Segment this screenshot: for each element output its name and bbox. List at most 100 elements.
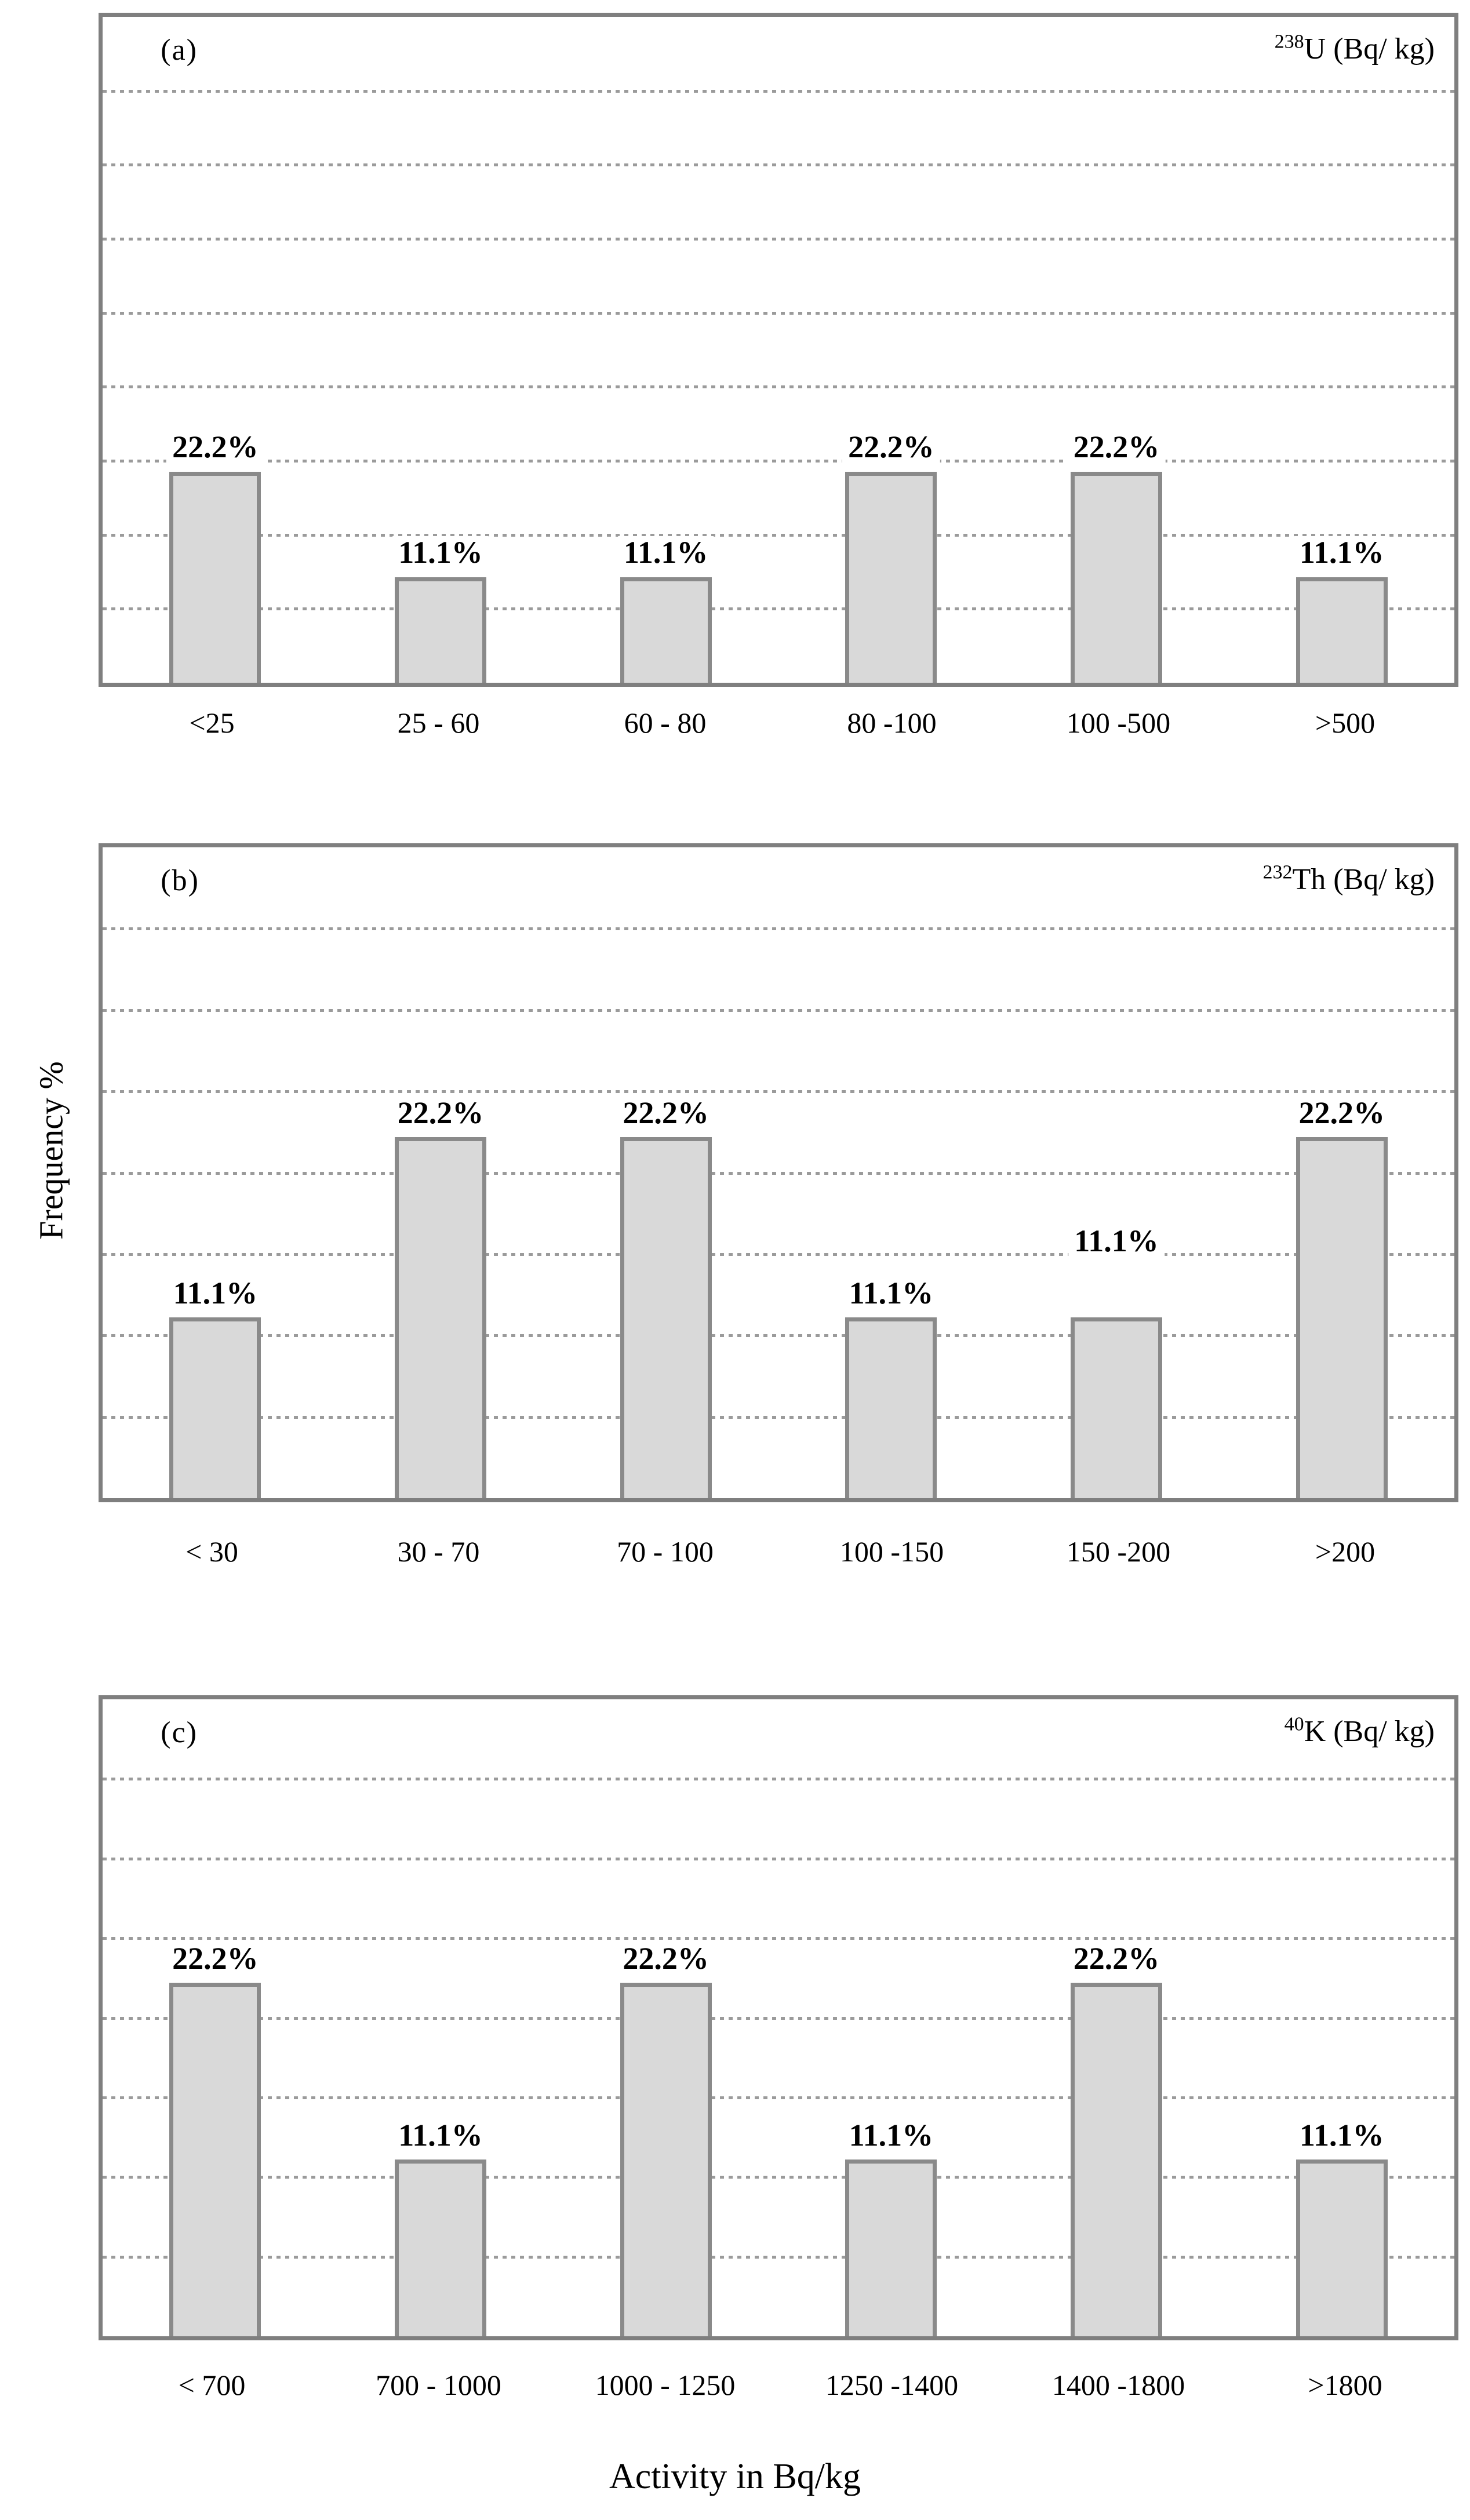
gridline (103, 2255, 1454, 2259)
gridline (103, 89, 1454, 93)
x-axis-labels-b: < 30 30 - 70 70 - 100 100 -150 150 -200 >200 (99, 1535, 1458, 1575)
bar-slot: 11.1% (328, 17, 554, 683)
gridline (103, 1778, 1454, 1781)
bar (395, 1137, 486, 1498)
bar-value-label: 11.1% (167, 1277, 264, 1310)
bar (845, 2160, 937, 2336)
gridline (103, 1171, 1454, 1175)
bar-value-label: 22.2% (1067, 431, 1166, 464)
bar (1071, 1983, 1163, 2336)
bar (169, 1317, 261, 1498)
gridline (103, 460, 1454, 463)
x-axis-tick-label: 60 - 80 (624, 707, 707, 739)
bar-value-label: 22.2% (617, 1942, 715, 1975)
isotope-mass-number: 40 (1284, 1713, 1304, 1735)
bar-slot: 11.1% (778, 1699, 1004, 2336)
x-axis-tick-label: 80 -100 (847, 707, 937, 739)
x-axis-tick-label: 100 -500 (1066, 707, 1171, 739)
gridline (103, 1857, 1454, 1860)
chart-title-text: Th (Bq/ kg) (1292, 863, 1435, 896)
bar-value-label: 11.1% (1293, 536, 1390, 570)
gridline (103, 533, 1454, 537)
gridline (103, 163, 1454, 167)
x-axis-tick-label: 1400 -1800 (1051, 2369, 1185, 2401)
bar-slot: 22.2% (553, 1699, 778, 2336)
bar-slot: 22.2% (553, 847, 778, 1498)
bar (1071, 1317, 1163, 1498)
gridline (103, 1090, 1454, 1094)
bar-value-label: 22.2% (166, 431, 264, 464)
bar-slot: 22.2% (103, 1699, 328, 2336)
bar-slot: 11.1% (1004, 847, 1229, 1498)
chart-title-text: K (Bq/ kg) (1304, 1715, 1435, 1748)
bar-slot: 22.2% (1229, 847, 1454, 1498)
bar-slot: 11.1% (1229, 1699, 1454, 2336)
y-axis-title: Frequency % (32, 1061, 70, 1240)
x-axis-tick-label: >500 (1315, 707, 1376, 739)
x-axis-tick-label: 100 -150 (839, 1535, 944, 1568)
bar (1071, 471, 1163, 683)
gridline (103, 238, 1454, 241)
gridlines (103, 17, 1454, 683)
bar-value-label: 11.1% (392, 536, 489, 570)
bar-value-label: 22.2% (617, 1096, 715, 1130)
bar-value-label: 22.2% (842, 431, 940, 464)
bar-value-label: 22.2% (1293, 1096, 1391, 1130)
bar (395, 2160, 486, 2336)
x-axis-tick-label: 70 - 100 (617, 1535, 714, 1568)
bars: 11.1% 22.2% 22.2% 11.1% 11.1% 22.2% (103, 847, 1454, 1498)
bars: 22.2% 11.1% 22.2% 11.1% 22.2% 11.1% (103, 1699, 1454, 2336)
chart-title-text: U (Bq/ kg) (1304, 32, 1435, 65)
x-axis-tick-label: <25 (189, 707, 235, 739)
bar-slot: 11.1% (778, 847, 1004, 1498)
bar (845, 471, 937, 683)
gridlines (103, 1699, 1454, 2336)
chart-panel-c: 22.2% 11.1% 22.2% 11.1% 22.2% 11.1% (c) 40K (… (99, 1695, 1458, 2340)
x-axis-tick-label: >1800 (1308, 2369, 1382, 2401)
x-axis-tick-label: < 700 (178, 2369, 246, 2401)
bar (620, 577, 712, 683)
x-axis-tick-label: 30 - 70 (397, 1535, 480, 1568)
isotope-mass-number: 232 (1262, 861, 1293, 883)
gridline (103, 927, 1454, 931)
chart-title-u238: 238U (Bq/ kg) (1275, 32, 1435, 66)
bar (1296, 2160, 1388, 2336)
bar-value-label: 11.1% (843, 2119, 940, 2152)
x-axis-tick-label: 25 - 60 (397, 707, 480, 739)
isotope-mass-number: 238 (1274, 31, 1304, 53)
bar-value-label: 11.1% (843, 1277, 940, 1310)
bar (169, 1983, 261, 2336)
x-axis-tick-label: 1000 - 1250 (595, 2369, 736, 2401)
panel-letter-c: (c) (161, 1716, 198, 1749)
bar (169, 471, 261, 683)
gridline (103, 1334, 1454, 1338)
gridline (103, 2176, 1454, 2179)
x-axis-tick-label: >200 (1315, 1535, 1376, 1568)
bar (845, 1317, 937, 1498)
bar-slot: 22.2% (1004, 1699, 1229, 2336)
bar-slot: 11.1% (1229, 17, 1454, 683)
bar-value-label: 22.2% (1067, 1942, 1166, 1975)
bar-value-label: 22.2% (166, 1942, 264, 1975)
x-axis-tick-label: 1250 -1400 (825, 2369, 959, 2401)
bar-slot: 22.2% (778, 17, 1004, 683)
bar-value-label: 11.1% (1293, 2119, 1390, 2152)
chart-title-th232: 232Th (Bq/ kg) (1262, 862, 1435, 897)
x-axis-tick-label: 700 - 1000 (376, 2369, 501, 2401)
gridline (103, 607, 1454, 611)
gridline (103, 385, 1454, 389)
gridline (103, 1937, 1454, 1940)
bar-slot: 11.1% (328, 1699, 554, 2336)
gridlines (103, 847, 1454, 1498)
x-axis-tick-label: 150 -200 (1066, 1535, 1171, 1568)
gridline (103, 1008, 1454, 1012)
chart-panel-a: 22.2% 11.1% 11.1% 22.2% 22.2% 11.1% (a) 238U … (99, 13, 1458, 687)
bar (620, 1137, 712, 1498)
bar (1296, 577, 1388, 683)
x-axis-labels-a: <25 25 - 60 60 - 80 80 -100 100 -500 >500 (99, 706, 1458, 746)
chart-panel-b: 11.1% 22.2% 22.2% 11.1% 11.1% 22.2% (b) 232Th… (99, 843, 1458, 1502)
bar (395, 577, 486, 683)
x-axis-labels-c: < 700 700 - 1000 1000 - 1250 1250 -1400 1400… (99, 2368, 1458, 2409)
panel-letter-a: (a) (161, 34, 198, 67)
